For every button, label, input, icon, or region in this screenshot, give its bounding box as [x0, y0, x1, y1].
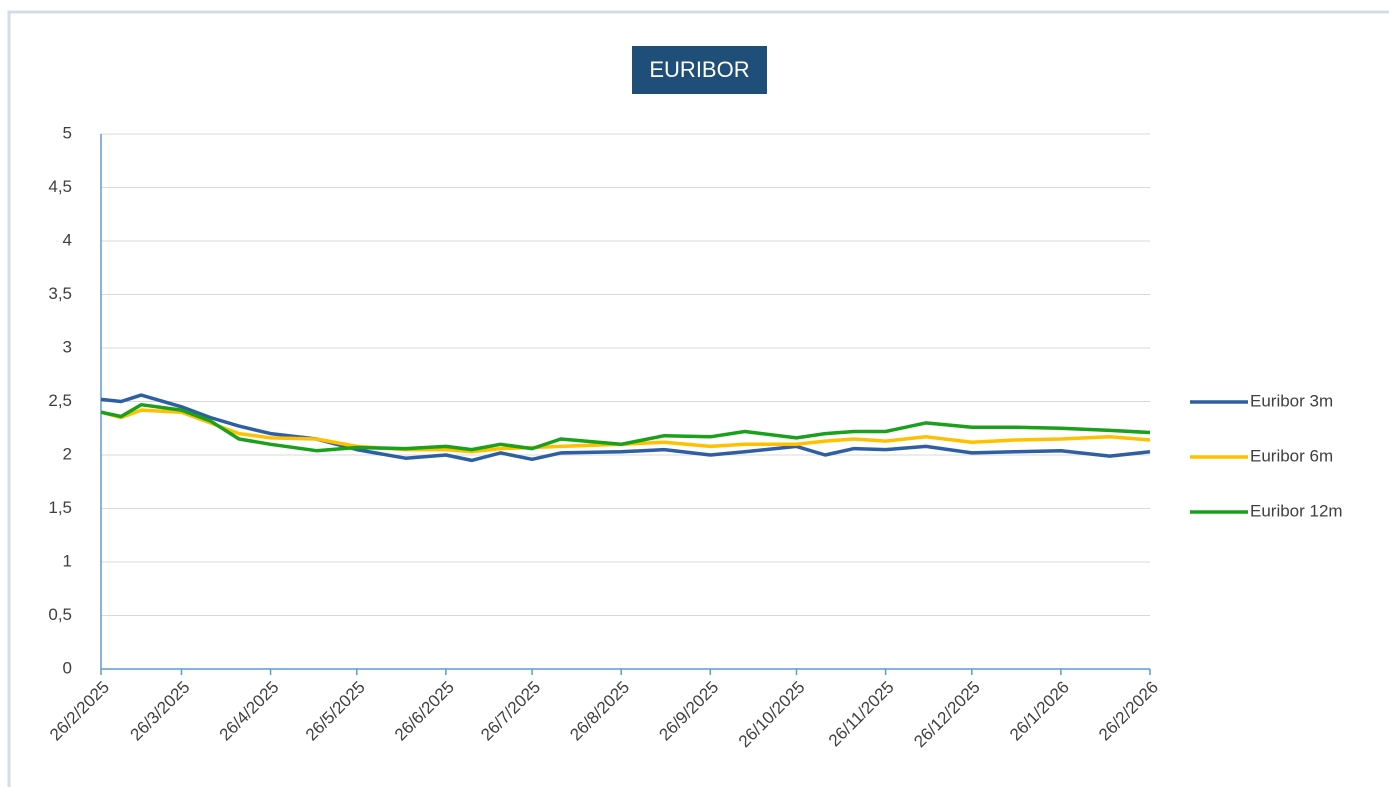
legend-label: Euribor 12m: [1250, 501, 1343, 520]
x-tick-label: 26/2/2025: [46, 678, 113, 745]
series-line: [100, 402, 1151, 453]
y-tick-label: 0,5: [48, 605, 72, 624]
x-tick-label: 26/5/2025: [302, 678, 369, 745]
series-line: [100, 393, 1151, 463]
x-tick-label: 26/9/2025: [655, 678, 722, 745]
legend-label: Euribor 6m: [1250, 446, 1333, 465]
title-box: [632, 46, 767, 94]
x-tick-label: 26/6/2025: [391, 678, 458, 745]
series-line: [100, 408, 1151, 454]
y-tick-label: 1: [63, 551, 72, 570]
x-tick-label: 26/1/2026: [1006, 678, 1073, 745]
y-tick-label: 1,5: [48, 498, 72, 517]
y-tick-label: 2: [63, 444, 72, 463]
x-tick-label: 26/10/2025: [735, 678, 809, 752]
x-tick-label: 26/8/2025: [566, 678, 633, 745]
y-tick-label: 4,5: [48, 177, 72, 196]
y-tick-label: 3,5: [48, 284, 72, 303]
y-tick-label: 3: [63, 337, 72, 356]
chart-frame: [7, 10, 1389, 787]
y-tick-label: 0: [63, 658, 72, 677]
x-tick-label: 26/11/2025: [825, 678, 898, 751]
y-tick-label: 4: [63, 230, 72, 249]
legend-label: Euribor 3m: [1250, 391, 1333, 410]
x-tick-label: 26/4/2025: [216, 678, 283, 745]
y-tick-label: 5: [63, 123, 72, 142]
x-tick-label: 26/12/2025: [910, 678, 984, 752]
x-tick-label: 26/7/2025: [477, 678, 544, 745]
x-tick-label: 26/3/2025: [127, 678, 194, 745]
x-tick-label: 26/2/2026: [1095, 678, 1162, 745]
y-tick-label: 2,5: [48, 391, 72, 410]
chart-title: EURIBOR: [649, 57, 749, 82]
